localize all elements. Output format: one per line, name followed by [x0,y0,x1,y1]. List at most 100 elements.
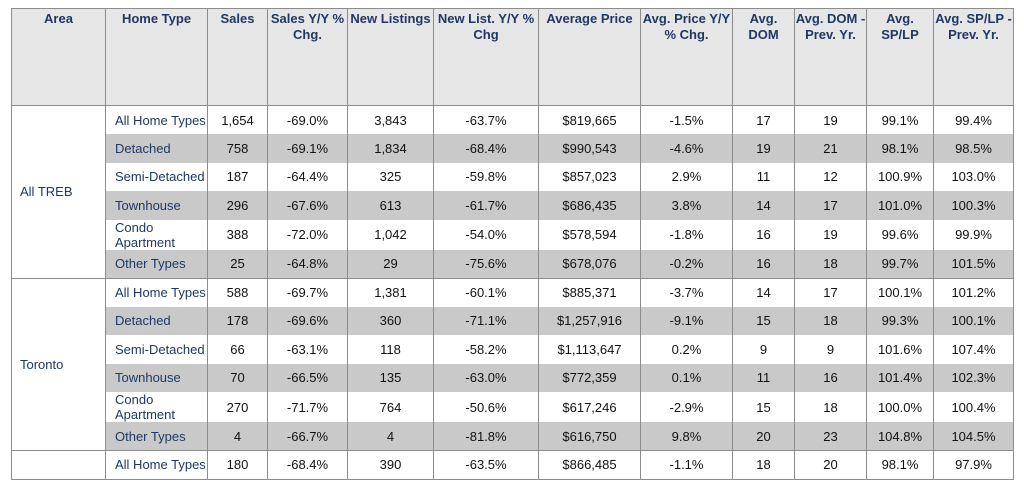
value-cell: 19 [794,219,867,250]
value-cell: -69.1% [267,134,348,163]
value-cell: 100.4% [933,392,1014,422]
value-cell: 107.4% [933,335,1014,364]
value-cell: $857,023 [538,162,641,191]
value-cell: 16 [732,219,795,250]
value-cell: 98.1% [866,134,934,163]
value-cell: -69.6% [267,306,348,335]
value-cell: 99.6% [866,219,934,250]
value-cell: 15 [732,392,795,422]
table-row: Detached 178 -69.6% 360 -71.1% $1,257,916 -9.1… [12,306,1014,335]
value-cell: 100.9% [866,162,934,191]
column-header: Home Type [105,8,208,106]
value-cell: -58.2% [433,335,539,364]
value-cell: 104.5% [933,422,1014,451]
value-cell: -69.0% [267,105,348,134]
value-cell: 99.9% [933,219,1014,250]
value-cell: 2.9% [640,162,733,191]
value-cell: 100.3% [933,191,1014,220]
value-cell: -64.4% [267,162,348,191]
value-cell: 3,843 [347,105,434,134]
area-cell [11,450,106,480]
area-cell: All TREB [11,105,106,279]
column-header: Avg. SP/LP - Prev. Yr. [933,8,1014,106]
value-cell: 11 [732,363,795,392]
value-cell: 15 [732,306,795,335]
value-cell: 103.0% [933,162,1014,191]
value-cell: -67.6% [267,191,348,220]
value-cell: 1,381 [347,277,434,307]
value-cell: -66.5% [267,363,348,392]
value-cell: 21 [794,134,867,163]
value-cell: 18 [794,306,867,335]
value-cell: 9 [794,335,867,364]
column-header: Avg. DOM [732,8,795,106]
value-cell: 3.8% [640,191,733,220]
value-cell: $616,750 [538,422,641,451]
column-header: Sales Y/Y % Chg. [267,8,348,106]
table-row: Condo Apartment 388 -72.0% 1,042 -54.0% $578,… [12,219,1014,250]
column-header: New Listings [347,8,434,106]
value-cell: 19 [794,105,867,134]
value-cell: 97.9% [933,450,1014,480]
value-cell: 101.2% [933,277,1014,307]
value-cell: 390 [347,450,434,480]
home-type-cell: All Home Types [105,105,208,134]
value-cell: -68.4% [433,134,539,163]
table-body: All TREB All Home Types 1,654 -69.0% 3,843 -6… [11,105,1014,480]
value-cell: 12 [794,162,867,191]
value-cell: 99.4% [933,105,1014,134]
home-type-cell: Townhouse [105,363,208,392]
value-cell: -1.1% [640,450,733,480]
home-type-cell: Detached [105,134,208,163]
value-cell: 388 [207,219,268,250]
home-type-cell: All Home Types [105,277,208,307]
home-type-cell: Condo Apartment [105,219,208,250]
column-header: Avg. Price Y/Y % Chg. [640,8,733,106]
header-row: Area Home Type Sales Sales Y/Y % Chg. New Li… [11,8,1014,106]
value-cell: 101.0% [866,191,934,220]
table-row: Detached 758 -69.1% 1,834 -68.4% $990,543 -4.6… [12,134,1014,163]
value-cell: -1.5% [640,105,733,134]
home-type-cell: Condo Apartment [105,392,208,422]
value-cell: 4 [207,422,268,451]
value-cell: -54.0% [433,219,539,250]
value-cell: 187 [207,162,268,191]
value-cell: 118 [347,335,434,364]
home-type-cell: Other Types [105,249,208,279]
value-cell: 17 [794,277,867,307]
value-cell: -2.9% [640,392,733,422]
value-cell: 613 [347,191,434,220]
home-type-cell: Other Types [105,422,208,451]
value-cell: 764 [347,392,434,422]
value-cell: 102.3% [933,363,1014,392]
value-cell: 0.1% [640,363,733,392]
value-cell: -64.8% [267,249,348,279]
value-cell: $578,594 [538,219,641,250]
value-cell: -63.1% [267,335,348,364]
column-header: Avg. SP/LP [866,8,934,106]
value-cell: -71.7% [267,392,348,422]
value-cell: 9.8% [640,422,733,451]
value-cell: -63.7% [433,105,539,134]
value-cell: $866,485 [538,450,641,480]
value-cell: 98.5% [933,134,1014,163]
market-table-container: Area Home Type Sales Sales Y/Y % Chg. New Li… [11,8,1014,480]
value-cell: 101.4% [866,363,934,392]
table-row: All TREB All Home Types 1,654 -69.0% 3,843 -6… [11,105,1014,279]
value-cell: 758 [207,134,268,163]
value-cell: 16 [732,249,795,279]
value-cell: 99.1% [866,105,934,134]
value-cell: 66 [207,335,268,364]
value-cell: -75.6% [433,249,539,279]
value-cell: 14 [732,191,795,220]
value-cell: 180 [207,450,268,480]
value-cell: 99.7% [866,249,934,279]
value-cell: -68.4% [267,450,348,480]
value-cell: 101.5% [933,249,1014,279]
home-type-cell: Townhouse [105,191,208,220]
value-cell: 98.1% [866,450,934,480]
column-header: New List. Y/Y % Chg [433,8,539,106]
value-cell: -1.8% [640,219,733,250]
value-cell: 17 [732,105,795,134]
value-cell: 23 [794,422,867,451]
